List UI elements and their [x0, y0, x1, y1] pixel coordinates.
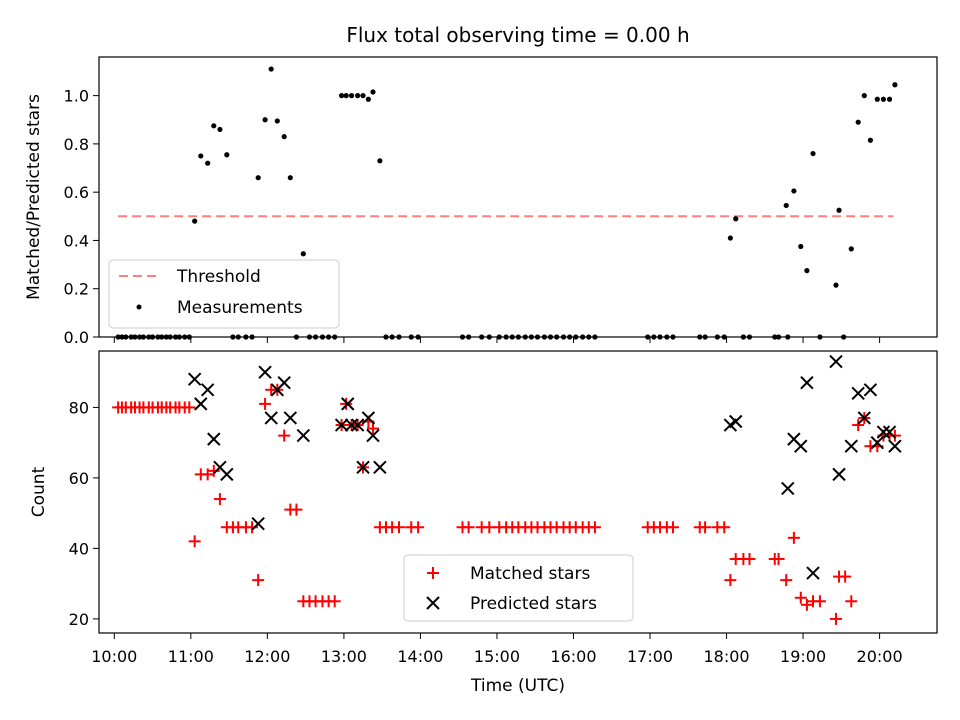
- legend-threshold-label: Threshold: [176, 267, 261, 287]
- measurement-point: [301, 251, 306, 256]
- measurement-point: [211, 123, 216, 128]
- y-tick-label: 1.0: [64, 87, 89, 106]
- y-tick-label: 80: [69, 398, 89, 417]
- measurement-point: [881, 97, 886, 102]
- y-tick-label: 60: [69, 469, 89, 488]
- measurement-point: [205, 161, 210, 166]
- y-tick-label: 0.0: [64, 328, 89, 347]
- measurement-point: [784, 203, 789, 208]
- measurement-point: [728, 235, 733, 240]
- x-tick-label: 20:00: [857, 647, 903, 666]
- x-tick-label: 17:00: [627, 647, 673, 666]
- measurement-point: [360, 93, 365, 98]
- count-legend: Matched stars Predicted stars: [404, 555, 633, 621]
- y-tick-label: 0.2: [64, 280, 89, 299]
- x-tick-label: 19:00: [780, 647, 826, 666]
- measurement-point: [810, 151, 815, 156]
- ratio-y-axis-label: Matched/Predicted stars: [24, 94, 44, 300]
- x-tick-label: 11:00: [168, 647, 214, 666]
- measurement-point: [198, 153, 203, 158]
- measurement-point: [370, 89, 375, 94]
- measurement-point: [836, 208, 841, 213]
- measurement-point: [282, 134, 287, 139]
- y-tick-label: 0.8: [64, 135, 89, 154]
- x-tick-label: 15:00: [474, 647, 520, 666]
- measurement-point: [366, 97, 371, 102]
- x-tick-label: 14:00: [397, 647, 443, 666]
- figure: Flux total observing time = 0.00 h 0.0 0.…: [0, 0, 960, 720]
- measurement-point: [377, 158, 382, 163]
- measurement-point: [849, 246, 854, 251]
- count-y-axis-label: Count: [29, 466, 49, 517]
- legend-measurements-label: Measurements: [177, 298, 303, 318]
- chart-title: Flux total observing time = 0.00 h: [346, 23, 689, 47]
- measurement-point: [791, 188, 796, 193]
- y-tick-label: 0.4: [64, 231, 89, 250]
- x-tick-label: 10:00: [91, 647, 137, 666]
- measurement-point: [262, 117, 267, 122]
- measurement-point: [256, 175, 261, 180]
- legend-matched-label: Matched stars: [470, 564, 590, 584]
- x-tick-label: 12:00: [244, 647, 290, 666]
- ratio-legend: Threshold Measurements: [109, 260, 339, 328]
- measurement-point: [887, 97, 892, 102]
- y-tick-label: 40: [69, 539, 89, 558]
- x-tick-label: 18:00: [703, 647, 749, 666]
- x-axis-label: Time (UTC): [470, 676, 565, 696]
- legend-predicted-label: Predicted stars: [470, 594, 597, 614]
- measurement-point: [892, 82, 897, 87]
- measurement-point: [868, 138, 873, 143]
- measurement-point: [804, 268, 809, 273]
- measurement-point: [833, 283, 838, 288]
- measurement-point: [275, 118, 280, 123]
- x-tick-label: 13:00: [321, 647, 367, 666]
- legend-measurements-swatch: [137, 305, 142, 310]
- x-tick-label: 16:00: [550, 647, 596, 666]
- measurement-point: [339, 93, 344, 98]
- measurement-point: [349, 93, 354, 98]
- y-tick-label: 20: [69, 610, 89, 629]
- measurement-point: [344, 93, 349, 98]
- measurement-point: [288, 175, 293, 180]
- measurement-point: [798, 244, 803, 249]
- measurement-point: [224, 152, 229, 157]
- measurement-point: [875, 97, 880, 102]
- measurement-point: [192, 219, 197, 224]
- measurement-point: [355, 93, 360, 98]
- measurement-point: [856, 120, 861, 125]
- y-tick-label: 0.6: [64, 183, 89, 202]
- measurement-point: [862, 93, 867, 98]
- measurement-point: [269, 66, 274, 71]
- measurement-point: [217, 127, 222, 132]
- measurement-point: [733, 216, 738, 221]
